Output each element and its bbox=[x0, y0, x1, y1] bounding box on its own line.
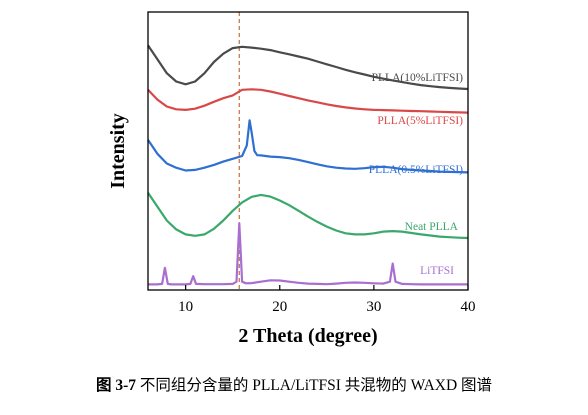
plot-frame bbox=[147, 11, 469, 291]
plot-area: PLLA(10%LiTFSI) PLLA(5%LiTFSI) PLLA(0.5%Li… bbox=[147, 12, 469, 290]
x-axis: 10 20 30 40 bbox=[178, 285, 476, 315]
x-tick-label: 10 bbox=[178, 299, 193, 315]
x-tick-label: 20 bbox=[272, 299, 287, 315]
series-label-5: LiTFSI bbox=[420, 265, 454, 277]
figure-caption: 图 3-7 不同组分含量的 PLLA/LiTFSI 共混物的 WAXD 图谱 bbox=[0, 373, 588, 395]
series-line-4 bbox=[147, 192, 469, 240]
series-line-2 bbox=[147, 88, 469, 114]
series-label-4: Neat PLLA bbox=[405, 221, 459, 233]
x-tick-label: 40 bbox=[461, 299, 476, 315]
series-label-2: PLLA(5%LiTFSI) bbox=[377, 115, 463, 127]
series-line-1 bbox=[147, 44, 469, 91]
x-tick-label: 30 bbox=[366, 299, 381, 315]
figure-number: 图 3-7 bbox=[95, 377, 136, 394]
series-line-5 bbox=[148, 222, 468, 286]
series-label-3: PLLA(0.5%LiTFSI) bbox=[369, 164, 463, 176]
caption-text: 不同组分含量的 PLLA/LiTFSI 共混物的 WAXD 图谱 bbox=[139, 377, 493, 394]
x-axis-title: 2 Theta (degree) bbox=[238, 325, 377, 347]
series-label-1: PLLA(10%LiTFSI) bbox=[372, 72, 464, 84]
series-line-3 bbox=[147, 119, 469, 174]
waxd-chart: PLLA(10%LiTFSI) PLLA(5%LiTFSI) PLLA(0.5%Li… bbox=[107, 11, 476, 347]
y-axis-title: Intensity bbox=[107, 113, 129, 189]
